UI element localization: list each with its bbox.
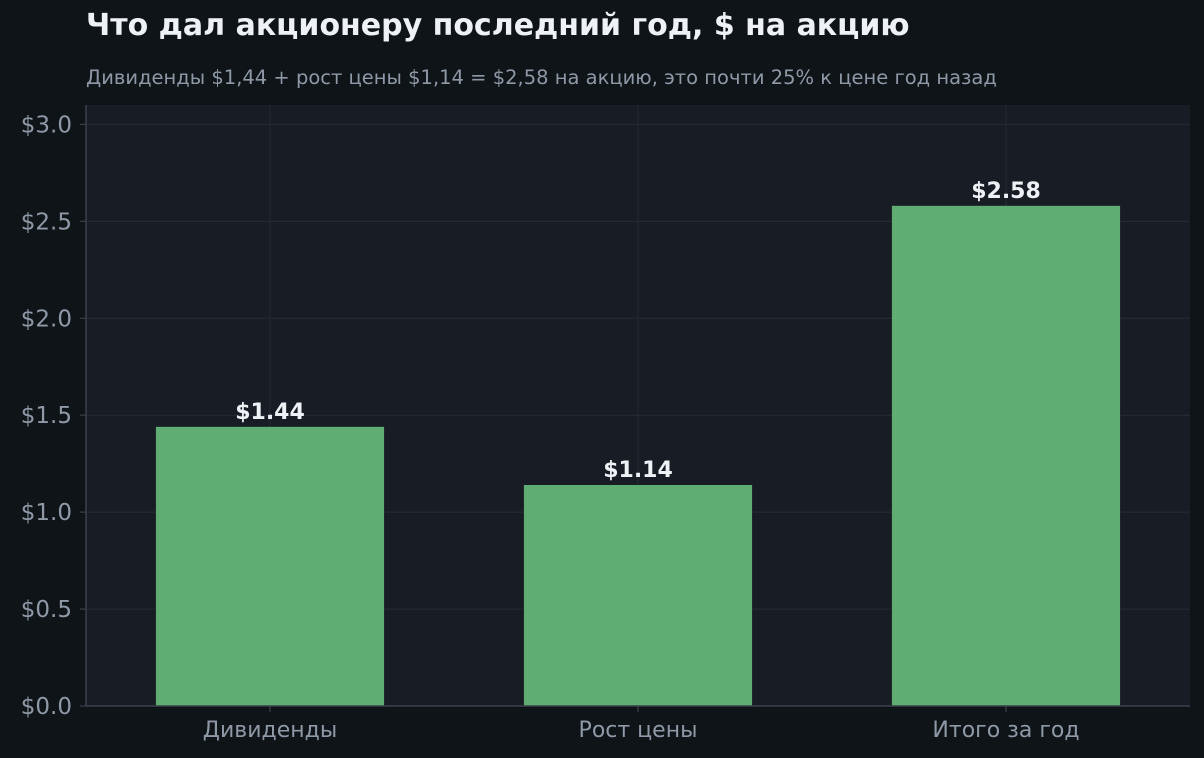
y-tick-label: $3.0 [21,112,72,138]
chart-subtitle: Дивиденды $1,44 + рост цены $1,14 = $2,5… [86,66,997,89]
y-tick-label: $1.0 [21,500,72,526]
x-tick-label: Рост цены [579,718,698,743]
chart-title: Что дал акционеру последний год, $ на ак… [86,8,910,43]
bar-value-label: $1.44 [235,400,305,425]
y-tick-label: $1.5 [21,403,72,429]
bar-value-label: $1.14 [603,458,673,483]
y-tick-label: $2.0 [21,306,72,332]
bar [155,426,385,706]
bar [891,205,1121,706]
y-tick-label: $2.5 [21,209,72,235]
y-tick-label: $0.0 [21,694,72,720]
y-tick-label: $0.5 [21,597,72,623]
bar [523,484,753,706]
x-tick-label: Дивиденды [203,718,337,743]
x-tick-label: Итого за год [932,718,1079,743]
bar-value-label: $2.58 [971,179,1041,204]
